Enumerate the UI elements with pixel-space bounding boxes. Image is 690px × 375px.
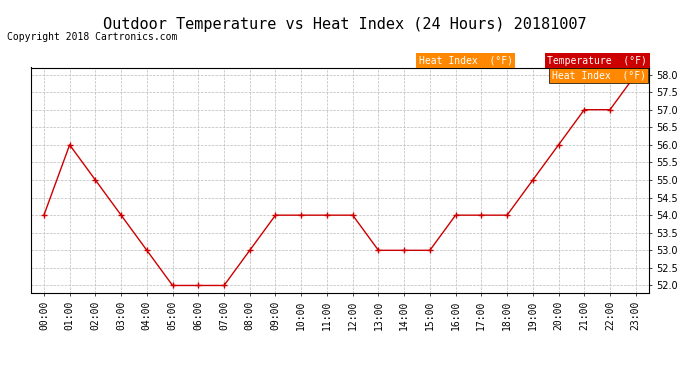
Text: Heat Index  (°F): Heat Index (°F) (419, 56, 513, 66)
Text: Copyright 2018 Cartronics.com: Copyright 2018 Cartronics.com (7, 32, 177, 42)
Text: Temperature  (°F): Temperature (°F) (547, 56, 647, 66)
Text: Outdoor Temperature vs Heat Index (24 Hours) 20181007: Outdoor Temperature vs Heat Index (24 Ho… (104, 17, 586, 32)
Text: Heat Index  (°F): Heat Index (°F) (552, 70, 646, 80)
